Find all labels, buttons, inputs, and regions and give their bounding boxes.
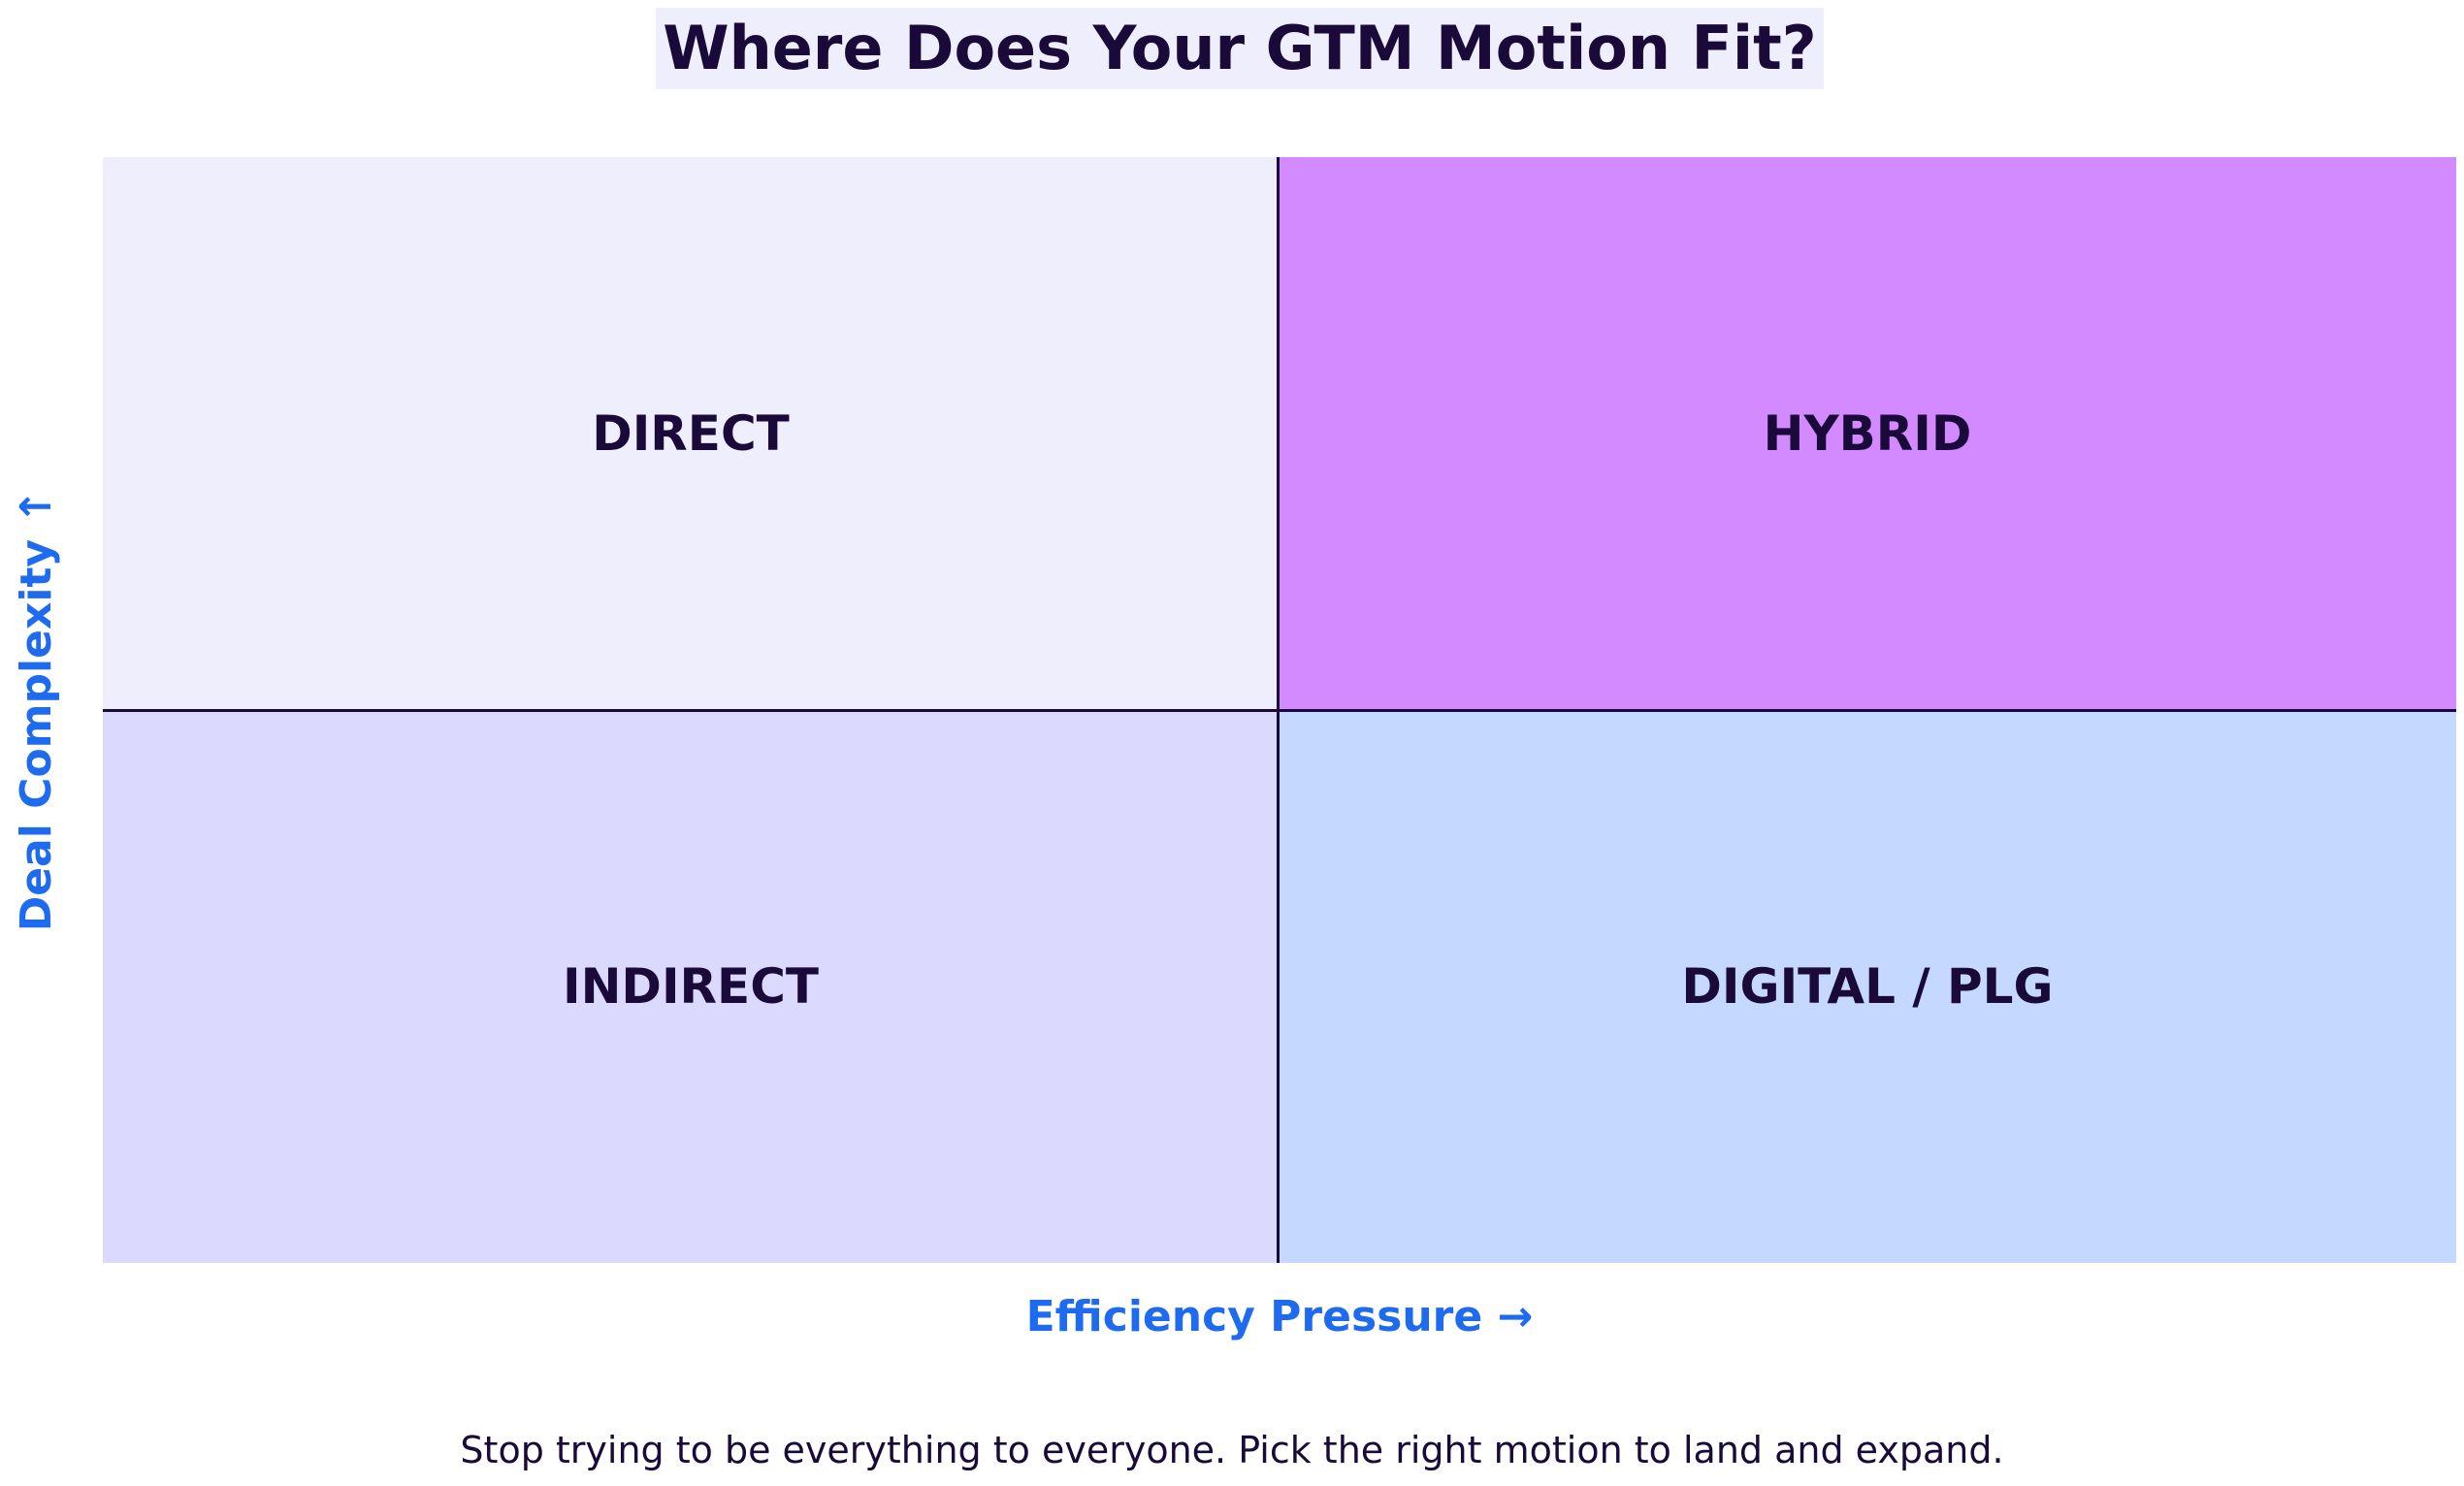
y-axis-label-container: Deal Complexity ↑ bbox=[8, 157, 66, 1263]
quadrant-direct: DIRECT bbox=[103, 157, 1279, 710]
page-title: Where Does Your GTM Motion Fit? bbox=[663, 13, 1817, 83]
quadrant-digital-plg: DIGITAL / PLG bbox=[1279, 710, 2456, 1263]
y-axis-label: Deal Complexity ↑ bbox=[12, 488, 61, 932]
x-axis-label: Efficiency Pressure → bbox=[1025, 1292, 1534, 1341]
horizontal-divider bbox=[103, 709, 2456, 712]
quadrant-label-hybrid: HYBRID bbox=[1763, 405, 1972, 462]
quadrant-hybrid: HYBRID bbox=[1279, 157, 2456, 710]
quadrant-indirect: INDIRECT bbox=[103, 710, 1279, 1263]
quadrant-label-direct: DIRECT bbox=[592, 405, 790, 462]
quadrant-label-digital-plg: DIGITAL / PLG bbox=[1681, 958, 2054, 1015]
quadrant-label-indirect: INDIRECT bbox=[562, 958, 819, 1015]
footer-tagline: Stop trying to be everything to everyone… bbox=[460, 1429, 2004, 1471]
title-banner: Where Does Your GTM Motion Fit? bbox=[656, 8, 1824, 89]
